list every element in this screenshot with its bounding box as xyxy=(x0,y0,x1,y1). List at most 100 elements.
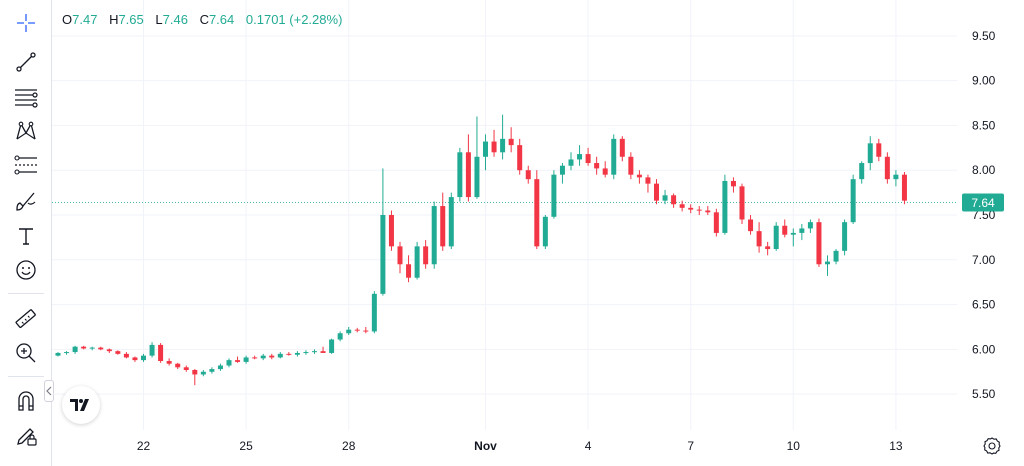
emoji-tool[interactable] xyxy=(8,255,44,285)
candle-body xyxy=(842,222,848,251)
candle-body xyxy=(132,357,138,361)
magnet-icon xyxy=(18,391,34,411)
candle-body xyxy=(756,231,762,247)
candle-body xyxy=(688,207,694,210)
candle-body xyxy=(739,186,745,220)
text-icon xyxy=(19,228,33,245)
time-tick-label: 10 xyxy=(787,439,801,453)
open-value: 7.47 xyxy=(72,12,98,27)
candle-body xyxy=(474,156,480,198)
candles xyxy=(55,114,907,386)
time-tick-label: 25 xyxy=(239,439,253,453)
candle-body xyxy=(679,204,685,208)
candle-body xyxy=(825,261,830,265)
grid xyxy=(52,0,957,430)
ohlc-legend: O7.47 H7.65 L7.46 C7.64 0.1701 (+2.28%) xyxy=(62,12,342,27)
brush-icon xyxy=(16,192,36,211)
candle-body xyxy=(645,177,651,184)
candle-body xyxy=(141,355,146,361)
candle-body xyxy=(559,165,565,175)
gear-icon xyxy=(983,437,1001,455)
last-price-badge xyxy=(962,193,1004,212)
candle-body xyxy=(457,152,463,198)
candle-body xyxy=(602,168,608,175)
magnet-tool[interactable] xyxy=(8,386,44,416)
candle-body xyxy=(525,170,531,180)
candle-body xyxy=(72,346,78,353)
candle-body xyxy=(542,216,548,247)
candle-body xyxy=(901,174,907,201)
price-chart[interactable]: 9.50 9.00 8.50 8.00 7.50 7.00 6.50 6.00 5.50 22 25… xyxy=(52,0,1024,466)
chart-settings-button[interactable] xyxy=(982,436,1002,456)
candle-body xyxy=(611,138,617,175)
candle-body xyxy=(397,246,403,265)
candle-body xyxy=(508,138,514,146)
lock-drawings-tool[interactable] xyxy=(8,421,44,451)
pattern-tool[interactable] xyxy=(8,116,44,146)
open-label: O xyxy=(62,12,73,27)
candle-body xyxy=(594,163,600,169)
brush-tool[interactable] xyxy=(8,186,44,216)
collapse-toolbar-button[interactable] xyxy=(44,380,54,402)
candle-body xyxy=(243,357,249,362)
price-tick-label: 6.00 xyxy=(972,342,996,356)
candle-body xyxy=(406,264,412,278)
candle-body xyxy=(89,347,95,349)
candle-body xyxy=(628,156,634,175)
time-tick-label: 4 xyxy=(585,439,592,453)
candle-body xyxy=(807,222,813,229)
change-value: 0.1701 xyxy=(245,12,286,27)
zoom-tool[interactable] xyxy=(8,338,44,368)
trend-line-icon xyxy=(16,52,36,72)
candle-body xyxy=(790,232,796,235)
high-label: H xyxy=(109,12,119,27)
change-percent: (+2.28%) xyxy=(289,12,343,27)
candle-body xyxy=(867,143,873,164)
measure-tool[interactable] xyxy=(8,304,44,334)
candle-body xyxy=(730,180,736,187)
candle-body xyxy=(884,156,890,180)
candle-body xyxy=(183,367,189,370)
time-tick-label: 22 xyxy=(137,439,151,453)
candle-body xyxy=(551,174,557,217)
candle-body xyxy=(722,180,728,233)
price-tick-label: 8.00 xyxy=(972,163,996,177)
fib-retracement-icon xyxy=(15,89,38,108)
candle-body xyxy=(414,246,420,278)
last-price-label: 7.64 xyxy=(971,196,995,210)
crosshair-tool[interactable] xyxy=(8,8,44,38)
smiley-icon xyxy=(16,260,36,280)
candle-body xyxy=(483,141,488,157)
low-label: L xyxy=(155,12,163,27)
prediction-tool[interactable] xyxy=(8,150,44,180)
candle-body xyxy=(277,353,283,358)
tradingview-logo[interactable] xyxy=(62,386,100,424)
candle-body xyxy=(748,219,754,232)
candle-body xyxy=(816,222,822,265)
candle-body xyxy=(303,352,309,354)
candle-body xyxy=(859,163,865,180)
trend-line-tool[interactable] xyxy=(8,47,44,77)
fib-retracement-tool[interactable] xyxy=(8,82,44,112)
candle-body xyxy=(106,349,112,352)
candle-body xyxy=(833,250,839,262)
candle-body xyxy=(346,329,352,334)
chevron-left-icon xyxy=(46,386,52,396)
candle-body xyxy=(568,159,574,166)
price-tick-label: 9.50 xyxy=(972,29,996,43)
price-tick-label: 6.50 xyxy=(972,298,996,312)
candle-body xyxy=(235,360,241,362)
long-position-icon xyxy=(14,155,37,175)
toolbar-divider xyxy=(8,376,44,377)
candle-body xyxy=(192,369,198,375)
candle-body xyxy=(696,209,702,211)
low-value: 7.46 xyxy=(162,12,188,27)
candle-body xyxy=(850,179,856,223)
crosshair-icon xyxy=(17,14,35,32)
candle-body xyxy=(534,179,540,247)
candle-body xyxy=(448,197,454,247)
candle-body xyxy=(166,361,172,364)
candle-body xyxy=(799,228,805,233)
price-tick-label: 8.50 xyxy=(972,118,996,132)
text-tool[interactable] xyxy=(8,221,44,251)
